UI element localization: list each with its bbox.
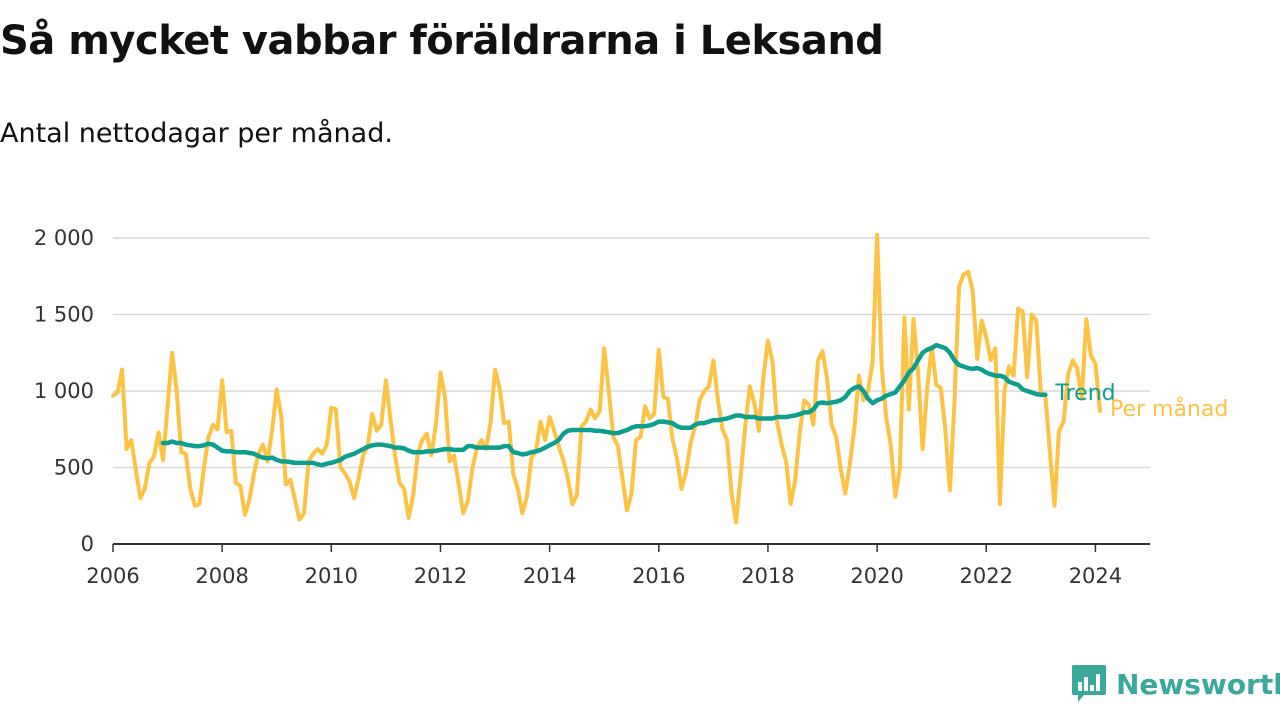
x-tick-label: 2014: [523, 564, 576, 588]
bar-chart-speech-icon: [1072, 665, 1106, 702]
x-tick-label: 2012: [414, 564, 467, 588]
x-tick-label: 2022: [960, 564, 1013, 588]
trend-line: [160, 342, 1048, 468]
x-tick-label: 2010: [305, 564, 358, 588]
y-tick-label: 1 500: [34, 303, 94, 327]
y-tick-label: 2 000: [34, 226, 94, 250]
x-tick-label: 2006: [86, 564, 139, 588]
chart-subtitle: Antal nettodagar per månad.: [0, 118, 393, 149]
x-tick-label: 2018: [741, 564, 794, 588]
per-manad-series-label: Per månad: [1110, 396, 1228, 422]
y-tick-label: 1 000: [34, 379, 94, 403]
y-tick-label: 0: [81, 532, 94, 556]
x-tick-label: 2016: [632, 564, 685, 588]
trend-series-label: Trend: [1054, 381, 1115, 406]
x-tick-label: 2008: [195, 564, 248, 588]
per-manad-line: [111, 232, 1102, 525]
x-tick-label: 2024: [1069, 564, 1122, 588]
brand-logo: Newsworthy: [1072, 664, 1280, 704]
chart-title: Så mycket vabbar föräldrarna i Leksand: [0, 18, 884, 64]
y-tick-label: 500: [54, 456, 94, 480]
brand-name: Newsworthy: [1116, 667, 1280, 701]
x-tick-label: 2020: [850, 564, 903, 588]
